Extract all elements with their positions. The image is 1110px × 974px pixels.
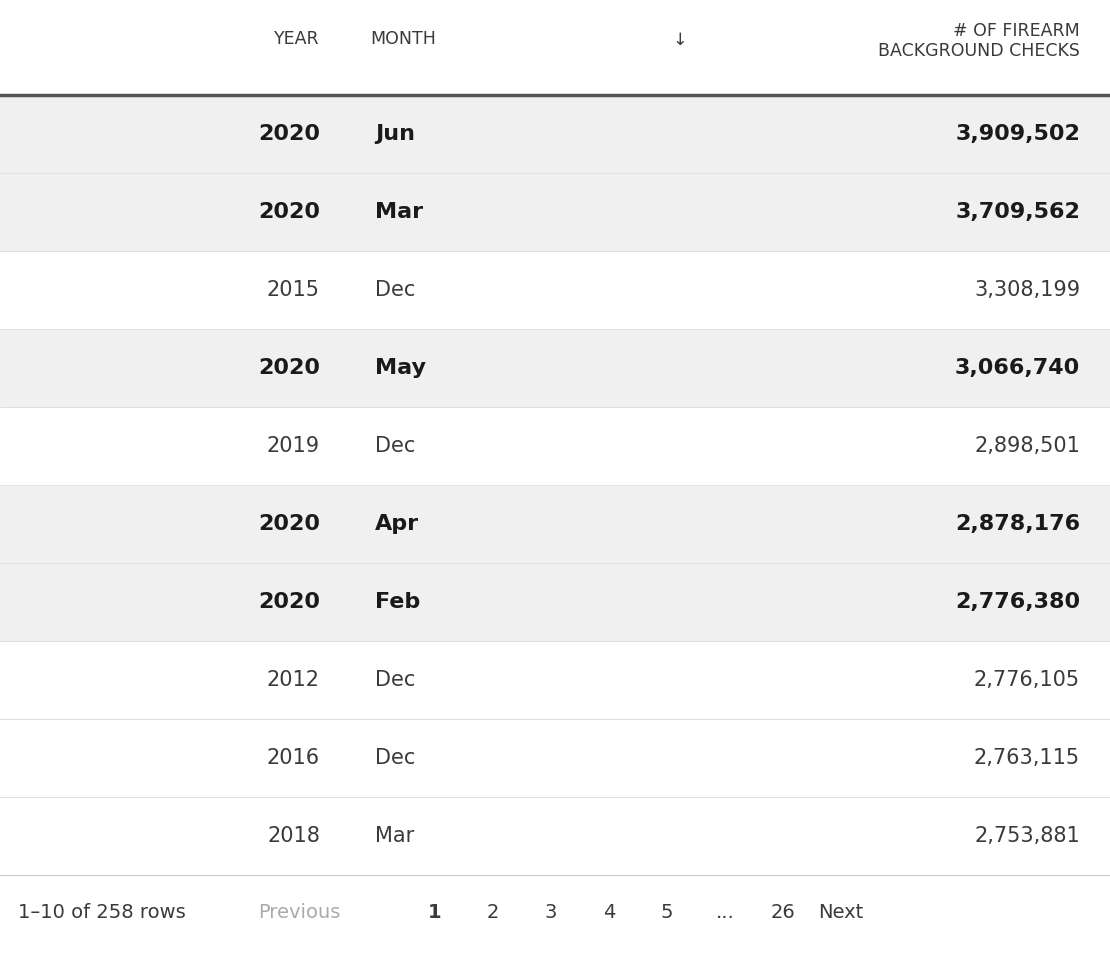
Text: 3,709,562: 3,709,562 xyxy=(955,202,1080,222)
Text: 2019: 2019 xyxy=(266,436,320,456)
Text: 2018: 2018 xyxy=(268,826,320,846)
Bar xyxy=(0,641,1110,719)
Text: 3,308,199: 3,308,199 xyxy=(973,280,1080,300)
Text: 2012: 2012 xyxy=(268,670,320,690)
Text: 2,878,176: 2,878,176 xyxy=(955,514,1080,534)
Text: 1: 1 xyxy=(428,904,442,922)
Bar xyxy=(0,563,1110,641)
Text: 5: 5 xyxy=(660,904,674,922)
Text: 1–10 of 258 rows: 1–10 of 258 rows xyxy=(18,904,185,922)
Text: 2020: 2020 xyxy=(258,514,320,534)
Text: 2,898,501: 2,898,501 xyxy=(975,436,1080,456)
Text: 2,776,105: 2,776,105 xyxy=(973,670,1080,690)
Text: 2020: 2020 xyxy=(258,592,320,612)
Text: 2: 2 xyxy=(487,904,500,922)
Text: YEAR: YEAR xyxy=(274,30,320,49)
Text: 4: 4 xyxy=(603,904,615,922)
Text: MONTH: MONTH xyxy=(370,30,436,49)
Text: Apr: Apr xyxy=(375,514,420,534)
Bar xyxy=(0,173,1110,251)
Text: # OF FIREARM: # OF FIREARM xyxy=(953,22,1080,41)
Bar xyxy=(0,95,1110,173)
Text: Feb: Feb xyxy=(375,592,421,612)
Text: Jun: Jun xyxy=(375,124,415,144)
Bar xyxy=(0,329,1110,407)
Text: 2015: 2015 xyxy=(268,280,320,300)
Text: Mar: Mar xyxy=(375,202,423,222)
Text: 2,776,380: 2,776,380 xyxy=(955,592,1080,612)
Text: Dec: Dec xyxy=(375,280,415,300)
Text: Previous: Previous xyxy=(258,904,341,922)
Text: Next: Next xyxy=(818,904,864,922)
Bar xyxy=(0,797,1110,875)
Text: 3: 3 xyxy=(545,904,557,922)
Text: May: May xyxy=(375,358,426,378)
Text: 26: 26 xyxy=(770,904,796,922)
Bar xyxy=(0,485,1110,563)
Text: 3,909,502: 3,909,502 xyxy=(955,124,1080,144)
Bar xyxy=(0,719,1110,797)
Text: 2020: 2020 xyxy=(258,124,320,144)
Text: ↓: ↓ xyxy=(673,30,687,49)
Text: 2020: 2020 xyxy=(258,202,320,222)
Text: BACKGROUND CHECKS: BACKGROUND CHECKS xyxy=(878,43,1080,60)
Text: Mar: Mar xyxy=(375,826,414,846)
Bar xyxy=(0,407,1110,485)
Text: Dec: Dec xyxy=(375,436,415,456)
Text: Dec: Dec xyxy=(375,670,415,690)
Text: Dec: Dec xyxy=(375,748,415,768)
Text: 2,763,115: 2,763,115 xyxy=(973,748,1080,768)
Text: 2,753,881: 2,753,881 xyxy=(975,826,1080,846)
Text: 3,066,740: 3,066,740 xyxy=(955,358,1080,378)
Text: 2016: 2016 xyxy=(266,748,320,768)
Text: 2020: 2020 xyxy=(258,358,320,378)
Bar xyxy=(0,251,1110,329)
Text: ...: ... xyxy=(716,904,735,922)
